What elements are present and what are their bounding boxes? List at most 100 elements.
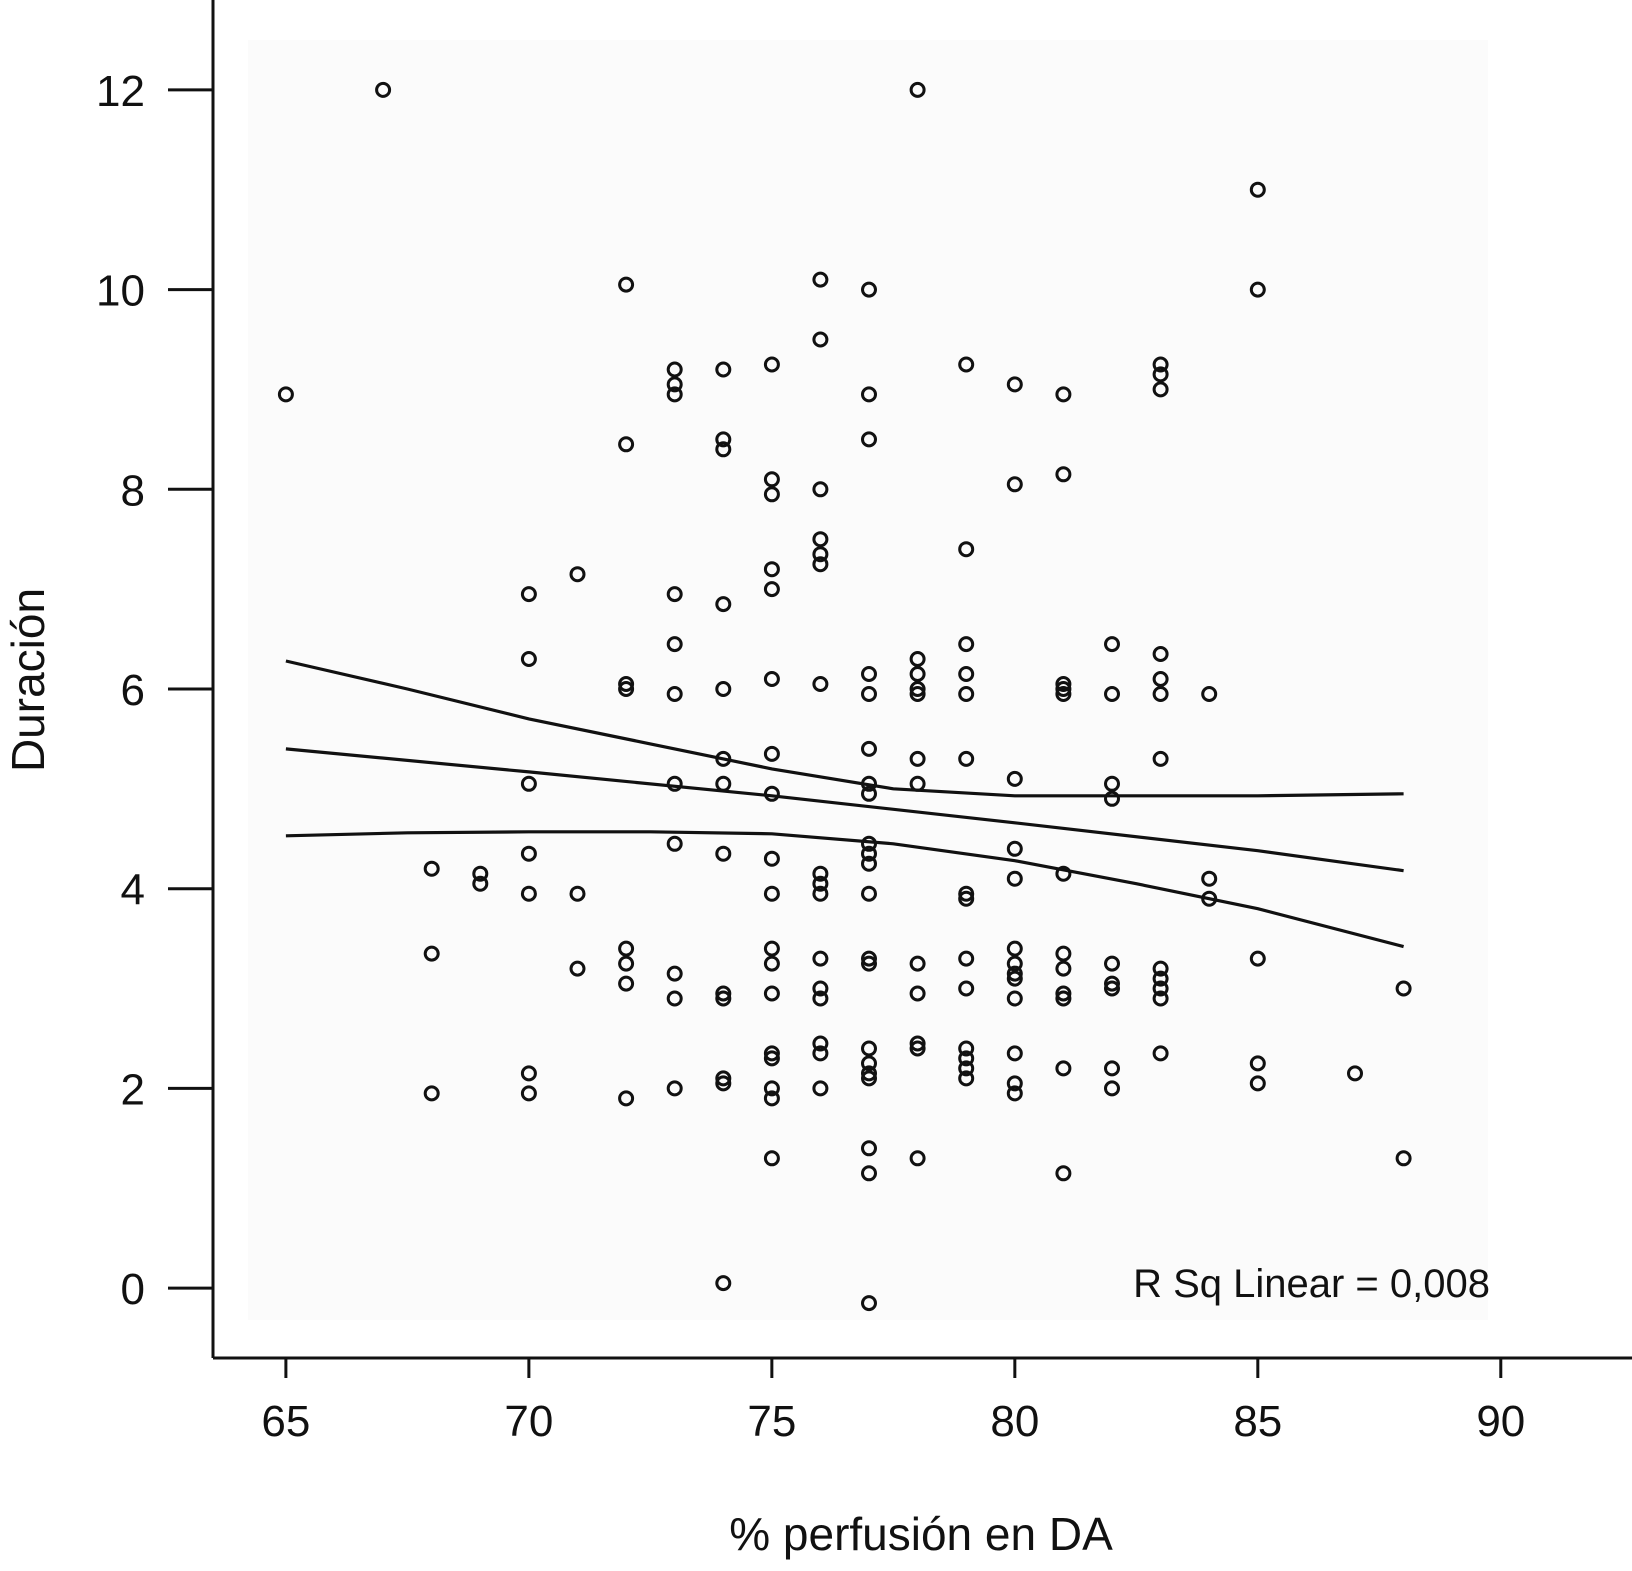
data-point — [1152, 381, 1169, 398]
data-point — [861, 666, 877, 682]
data-point — [1104, 975, 1120, 992]
data-point — [861, 1165, 877, 1182]
data-point — [812, 1045, 829, 1062]
data-point — [763, 356, 780, 373]
data-point — [1006, 376, 1023, 393]
data-point — [812, 950, 829, 967]
data-point — [763, 850, 780, 867]
data-point — [1006, 840, 1023, 857]
data-point — [763, 985, 780, 1002]
data-point — [715, 681, 732, 697]
ci-lines-layer — [285, 659, 1405, 949]
data-point — [861, 845, 877, 862]
data-point — [763, 471, 780, 488]
y-tick-label: 12 — [96, 67, 145, 116]
data-point — [1249, 950, 1266, 967]
data-point — [666, 835, 683, 852]
data-point — [861, 955, 877, 972]
data-point — [1104, 636, 1120, 653]
data-point — [1055, 865, 1072, 882]
data-point — [1152, 960, 1169, 977]
data-point — [666, 1080, 683, 1097]
data-point — [618, 955, 635, 972]
data-point — [1055, 1060, 1072, 1077]
data-point — [909, 651, 926, 667]
data-point — [1006, 940, 1023, 957]
data-point — [909, 81, 926, 98]
data-point — [715, 441, 732, 458]
data-point — [1104, 980, 1120, 997]
y-tick-label: 4 — [121, 866, 145, 915]
data-point — [763, 1090, 780, 1107]
data-point — [958, 950, 975, 967]
y-tick-label: 10 — [96, 267, 145, 316]
data-point — [763, 940, 780, 957]
data-point — [1104, 775, 1120, 792]
data-point — [715, 775, 732, 792]
data-point — [1347, 1065, 1363, 1082]
data-point — [1055, 1165, 1072, 1182]
data-point — [1152, 750, 1169, 767]
data-point — [277, 386, 294, 403]
data-point — [1006, 965, 1023, 982]
y-tick-label: 0 — [121, 1265, 145, 1314]
data-point — [909, 955, 926, 972]
data-point — [1006, 1075, 1023, 1092]
data-point — [958, 1040, 975, 1057]
data-point — [812, 980, 829, 997]
data-point — [569, 885, 586, 902]
data-point — [1152, 980, 1169, 997]
data-point — [763, 785, 780, 802]
data-point — [763, 1045, 780, 1062]
data-point — [812, 546, 829, 563]
data-point — [520, 775, 537, 792]
data-point — [812, 865, 829, 882]
data-point — [1152, 646, 1169, 662]
data-point — [1055, 990, 1072, 1007]
data-point — [812, 990, 829, 1007]
data-point — [861, 1040, 877, 1057]
data-point — [1006, 1085, 1023, 1102]
data-point — [569, 960, 586, 977]
data-point — [1152, 1045, 1169, 1062]
data-point — [1104, 955, 1120, 972]
data-point — [715, 985, 732, 1002]
data-point — [958, 890, 975, 907]
data-point — [958, 885, 975, 902]
data-point — [1201, 890, 1218, 907]
data-point — [1152, 671, 1169, 687]
data-point — [958, 686, 975, 702]
data-point — [472, 865, 489, 882]
data-point — [861, 855, 877, 872]
data-point — [861, 1295, 877, 1312]
data-point — [520, 586, 537, 603]
data-point — [375, 81, 392, 98]
data-point — [618, 681, 635, 697]
r-squared-annotation: R Sq Linear = 0,008 — [1133, 1262, 1490, 1306]
data-point — [861, 431, 877, 448]
data-point — [666, 586, 683, 603]
data-point — [1055, 960, 1072, 977]
data-point — [812, 271, 829, 288]
data-point — [909, 1040, 926, 1057]
data-point — [812, 481, 829, 498]
data-point — [1055, 985, 1072, 1002]
data-point — [1249, 1075, 1266, 1092]
data-point — [715, 990, 732, 1007]
data-point — [1201, 686, 1218, 702]
data-point — [1152, 686, 1169, 702]
data-point — [763, 486, 780, 503]
x-tick-label: 80 — [990, 1397, 1039, 1446]
data-point — [861, 1055, 877, 1072]
data-point — [1152, 356, 1169, 373]
line-upper — [285, 659, 1404, 798]
line-fit — [285, 747, 1404, 873]
x-tick-label: 75 — [747, 1397, 796, 1446]
data-point — [520, 651, 537, 667]
data-point — [1104, 1080, 1120, 1097]
data-point — [520, 885, 537, 902]
data-point — [715, 1275, 732, 1292]
data-point — [909, 1150, 926, 1167]
data-point — [472, 875, 489, 892]
